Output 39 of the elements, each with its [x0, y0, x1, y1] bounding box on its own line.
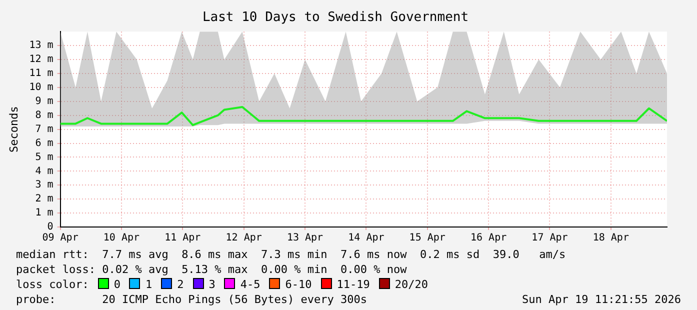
y-tick-label: 10 m — [29, 82, 54, 94]
y-tick-label: 4 m — [35, 166, 54, 177]
y-tick-label: 9 m — [35, 96, 54, 107]
text: Sun Apr 19 11:21:55 2026 — [522, 293, 681, 307]
y-tick-label: 1 m — [35, 208, 54, 219]
x-tick-label: 14 Apr — [348, 232, 384, 244]
text: 20/20 — [394, 278, 428, 291]
x-tick-label: 13 Apr — [286, 232, 324, 244]
x-tick-label: 16 Apr — [470, 232, 507, 244]
x-tick-label: 11 Apr — [164, 232, 201, 244]
text: 1 — [145, 278, 152, 291]
x-tick-label: 12 Apr — [226, 232, 262, 244]
y-tick-label: 8 m — [35, 110, 54, 121]
y-tick-label: 2 m — [35, 194, 54, 205]
text: 3 — [208, 278, 216, 291]
x-tick-label: 17 Apr — [532, 232, 568, 244]
text: probe: 20 ICMP Echo Pings (56 Bytes) every 300s — [16, 293, 367, 307]
text: 4-5 — [240, 278, 260, 291]
text: 2 — [177, 278, 184, 291]
text: 0 — [114, 278, 120, 291]
x-tick-label: 09 Apr — [42, 232, 78, 244]
x-tick-label: 18 Apr — [592, 232, 629, 244]
y-tick-label: 13 m — [29, 40, 54, 52]
y-tick-label: 7 m — [35, 124, 54, 135]
text: 11-19 — [336, 278, 370, 291]
x-tick-label: 10 Apr — [103, 232, 140, 244]
y-axis-title: Seconds — [7, 106, 20, 152]
y-tick-label: 11 m — [29, 68, 54, 80]
text: packet loss: 0.02 % avg 5.13 % max 0.00 % min 0.00 % now — [16, 263, 407, 277]
text: median rtt: 7.7 ms avg 8.6 ms max 7.3 ms min 7.6 ms now 0.2 ms sd 39.0 am/s — [16, 248, 566, 262]
y-tick-label: 12 m — [29, 54, 54, 66]
chart-title: Last 10 Days to Swedish Government — [202, 10, 469, 26]
text: loss color: — [16, 278, 89, 291]
y-tick-label: 3 m — [35, 180, 54, 191]
y-tick-label: 6 m — [35, 138, 54, 149]
x-tick-label: 15 Apr — [409, 232, 446, 244]
text: 6-10 — [285, 278, 312, 291]
y-tick-label: 5 m — [35, 152, 54, 163]
y-tick-label: 0 — [47, 222, 54, 233]
